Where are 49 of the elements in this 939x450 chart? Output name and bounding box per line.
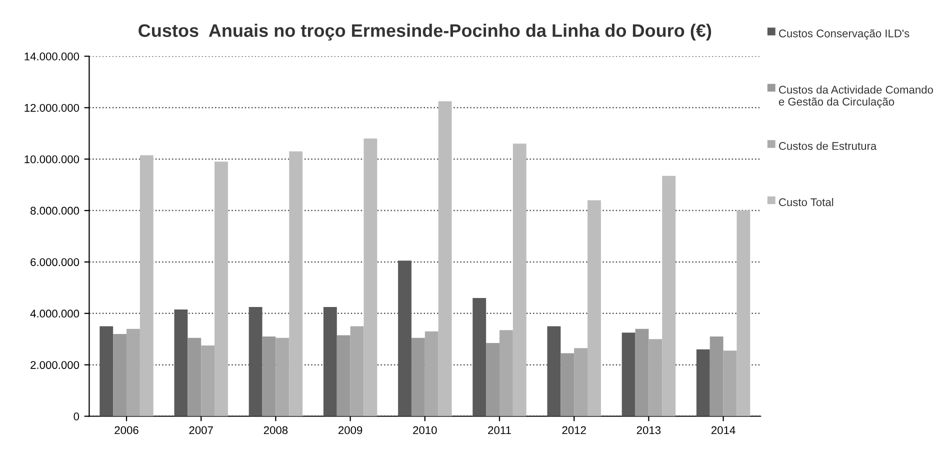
bar	[574, 348, 588, 416]
bar	[113, 334, 127, 416]
legend-label: Custos de Estrutura	[778, 142, 877, 150]
bar	[214, 162, 228, 416]
bar	[723, 350, 737, 416]
x-tick-label: 2008	[264, 426, 288, 434]
bar	[262, 336, 276, 416]
x-tick-label: 2007	[189, 426, 213, 434]
legend-label: Custos da Actividade Comando e Gestão da Circulação	[778, 86, 933, 108]
bar	[648, 339, 662, 416]
y-tick-label: 6.000.000	[30, 258, 80, 266]
y-tick-label: 8.000.000	[30, 206, 80, 215]
bar	[126, 328, 140, 416]
bar	[188, 338, 202, 416]
x-tick-label: 2014	[711, 426, 736, 434]
bar	[289, 151, 303, 416]
legend-label: Custo Total	[778, 198, 834, 206]
bar	[588, 200, 601, 416]
y-tick-label: 10.000.000	[24, 155, 80, 164]
chart-title: Custos Anuais no troço Ermesinde-Pocinho da Linha do Douro (€)	[138, 24, 712, 41]
bar	[364, 138, 378, 416]
bar	[499, 330, 513, 416]
bar	[710, 336, 724, 416]
bar	[736, 210, 750, 416]
bar	[350, 326, 364, 416]
x-tick-label: 2009	[338, 426, 362, 434]
bar	[140, 155, 154, 416]
bar	[411, 338, 425, 416]
bar	[635, 328, 649, 416]
x-tick-label: 2006	[114, 426, 138, 434]
bar	[424, 331, 438, 416]
x-tick-label: 2012	[562, 426, 586, 434]
y-tick-label: 0	[74, 412, 80, 420]
x-tick-label: 2011	[488, 426, 511, 434]
bar	[201, 346, 215, 416]
bar	[486, 342, 500, 416]
bar	[560, 353, 574, 416]
bar	[438, 101, 452, 416]
bar	[336, 335, 350, 416]
y-tick-label: 14.000.000	[24, 52, 80, 60]
bar	[276, 338, 290, 416]
x-tick-label: 2010	[413, 426, 437, 434]
y-tick-label: 12.000.000	[24, 104, 80, 112]
y-tick-label: 2.000.000	[30, 361, 80, 369]
x-tick-label: 2013	[636, 426, 661, 434]
legend-label: Custos Conservação ILD's	[778, 29, 910, 40]
bar	[512, 144, 526, 416]
bar	[662, 176, 676, 416]
y-tick-label: 4.000.000	[30, 310, 80, 318]
